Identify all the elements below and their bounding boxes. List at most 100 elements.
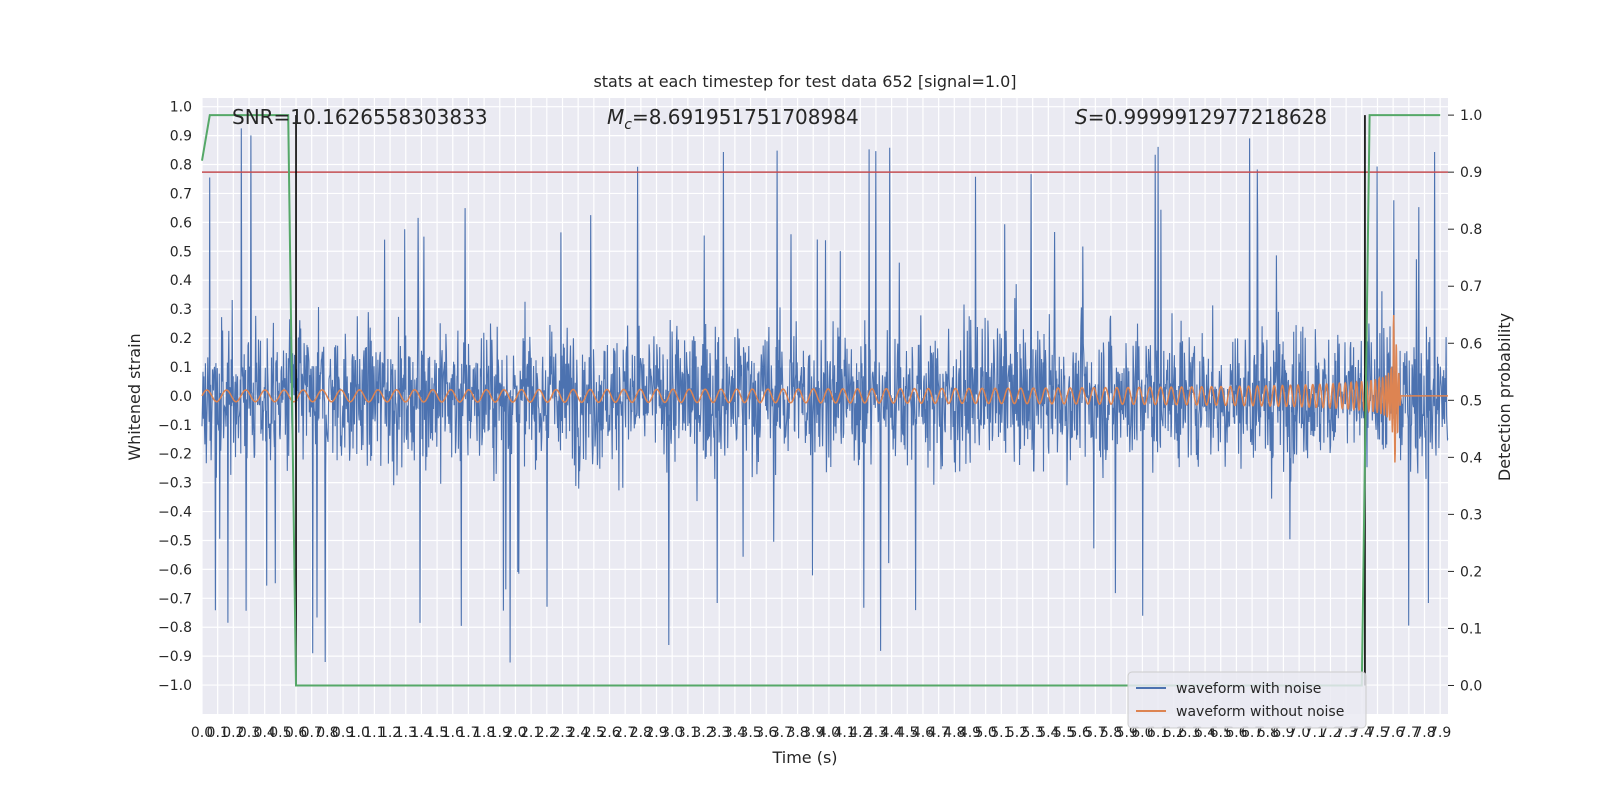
x-tick-label: 5.8 xyxy=(1100,725,1122,741)
y2-tick-label: 0.5 xyxy=(1460,393,1482,409)
y-tick-label: 0.7 xyxy=(170,186,192,202)
x-tick-label: 7.4 xyxy=(1351,725,1373,741)
x-tick-label: 0.3 xyxy=(238,725,260,741)
y-tick-label: 1.0 xyxy=(170,100,192,116)
x-tick-label: 1.5 xyxy=(426,725,448,741)
x-tick-label: 4.1 xyxy=(833,725,855,741)
x-tick-label: 5.3 xyxy=(1022,725,1044,741)
x-tick-label: 4.3 xyxy=(865,725,887,741)
x-tick-label: 6.7 xyxy=(1241,725,1263,741)
snr-annotation: SNR=10.1626558303833 xyxy=(232,105,488,129)
x-tick-label: 0.7 xyxy=(301,725,323,741)
x-tick-label: 4.2 xyxy=(849,725,871,741)
x-tick-label: 6.5 xyxy=(1210,725,1232,741)
legend-box xyxy=(1127,671,1367,729)
y-tick-label: 0.1 xyxy=(170,360,192,376)
x-tick-label: 0.8 xyxy=(316,725,338,741)
x-tick-label: 3.7 xyxy=(771,725,793,741)
y-tick-label: 0.5 xyxy=(170,244,192,260)
x-tick-label: 2.2 xyxy=(536,725,558,741)
x-tick-label: 1.6 xyxy=(442,725,464,741)
x-tick-label: 1.1 xyxy=(363,725,385,741)
y2-tick-label: 0.7 xyxy=(1460,279,1482,295)
x-tick-label: 0.2 xyxy=(222,725,244,741)
x-tick-label: 3.0 xyxy=(661,725,683,741)
x-tick-label: 7.3 xyxy=(1335,725,1357,741)
x-tick-label: 1.8 xyxy=(473,725,495,741)
y-tick-label: −0.7 xyxy=(158,591,192,607)
x-tick-label: 2.6 xyxy=(598,725,620,741)
x-tick-label: 3.4 xyxy=(724,725,746,741)
x-tick-label: 5.9 xyxy=(1116,725,1138,741)
x-tick-label: 1.9 xyxy=(489,725,511,741)
series-layer xyxy=(201,114,1449,687)
y2-tick-label: 0.4 xyxy=(1460,450,1482,466)
x-tick-label: 0.5 xyxy=(269,725,291,741)
x-tick-label: 5.1 xyxy=(990,725,1012,741)
x-tick-label: 2.1 xyxy=(520,725,542,741)
y2-tick-label: 0.0 xyxy=(1460,678,1482,694)
x-tick-label: 4.5 xyxy=(896,725,918,741)
x-tick-label: 6.4 xyxy=(1194,725,1216,741)
y-tick-label: 0.0 xyxy=(170,389,192,405)
x-tick-label: 7.5 xyxy=(1366,725,1388,741)
x-tick-label: 1.3 xyxy=(395,725,417,741)
y-tick-label: −0.1 xyxy=(158,418,192,434)
x-tick-label: 6.2 xyxy=(1163,725,1185,741)
y-tick-label: −0.5 xyxy=(158,533,192,549)
x-tick-label: 2.3 xyxy=(551,725,573,741)
x-tick-label: 2.0 xyxy=(504,725,526,741)
x-tick-label: 1.0 xyxy=(348,725,370,741)
x-tick-label: 4.7 xyxy=(927,725,949,741)
y2-tick-label: 0.1 xyxy=(1460,621,1482,637)
y-tick-label: 0.8 xyxy=(170,158,192,174)
x-tick-label: 5.6 xyxy=(1069,725,1091,741)
x-tick-label: 3.9 xyxy=(802,725,824,741)
x-tick-label: 3.5 xyxy=(739,725,761,741)
x-tick-label: 2.8 xyxy=(630,725,652,741)
x-tick-label: 7.0 xyxy=(1288,725,1310,741)
y-tick-label: −0.2 xyxy=(158,447,192,463)
y-tick-label: 0.9 xyxy=(170,129,192,145)
y2-tick-label: 0.3 xyxy=(1460,507,1482,523)
x-axis-label: Time (s) xyxy=(771,748,837,767)
x-tick-label: 7.9 xyxy=(1429,725,1451,741)
y2-tick-label: 0.6 xyxy=(1460,336,1482,352)
x-tick-label: 3.1 xyxy=(677,725,699,741)
y-tick-label: 0.4 xyxy=(170,273,192,289)
y-tick-label: −1.0 xyxy=(158,678,192,694)
series-waveform-with-noise xyxy=(201,128,1449,663)
score-annotation: S=0.9999912977218628 xyxy=(1075,105,1327,129)
x-tick-label: 6.0 xyxy=(1131,725,1153,741)
x-tick-label: 5.0 xyxy=(975,725,997,741)
y-tick-label: 0.2 xyxy=(170,331,192,347)
x-tick-label: 4.0 xyxy=(818,725,840,741)
y-tick-label: −0.8 xyxy=(158,620,192,636)
x-tick-label: 1.7 xyxy=(457,725,479,741)
legend: waveform with noise waveform without noi… xyxy=(1127,671,1367,729)
x-tick-label: 0.1 xyxy=(207,725,229,741)
x-tick-label: 2.9 xyxy=(645,725,667,741)
legend-label-noise: waveform with noise xyxy=(1176,681,1321,697)
y-tick-label: −0.9 xyxy=(158,649,192,665)
x-tick-label: 7.1 xyxy=(1304,725,1326,741)
x-tick-label: 7.8 xyxy=(1413,725,1435,741)
chart-title: stats at each timestep for test data 652… xyxy=(593,72,1016,91)
x-tick-label: 4.9 xyxy=(959,725,981,741)
y-axis-right: 1.0 0.9 0.8 0.7 0.6 0.5 0.4 0.3 0.2 0.1 0.0 xyxy=(1448,108,1482,694)
y-tick-label: 0.6 xyxy=(170,215,192,231)
x-tick-label: 3.6 xyxy=(755,725,777,741)
y-tick-label: −0.3 xyxy=(158,476,192,492)
legend-label-clean: waveform without noise xyxy=(1176,704,1344,720)
x-tick-label: 5.4 xyxy=(1037,725,1059,741)
series-detection-probability xyxy=(201,114,1441,687)
x-tick-label: 3.2 xyxy=(692,725,714,741)
x-tick-label: 0.6 xyxy=(285,725,307,741)
x-tick-label: 0.9 xyxy=(332,725,354,741)
y2-tick-label: 1.0 xyxy=(1460,108,1482,124)
x-tick-label: 3.3 xyxy=(708,725,730,741)
x-tick-label: 4.4 xyxy=(880,725,902,741)
x-tick-label: 6.1 xyxy=(1147,725,1169,741)
x-tick-label: 5.5 xyxy=(1053,725,1075,741)
